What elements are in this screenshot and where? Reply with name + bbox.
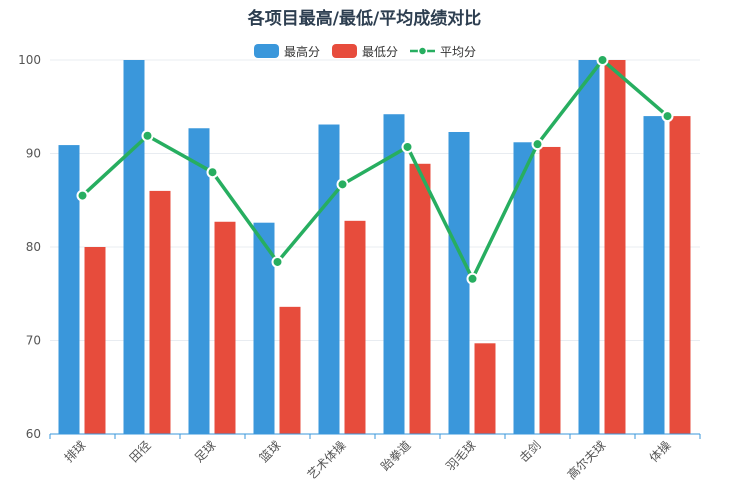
avg-point[interactable] xyxy=(401,140,414,153)
bar-min[interactable] xyxy=(669,116,691,434)
avg-point[interactable] xyxy=(271,255,284,268)
y-tick-label: 90 xyxy=(26,147,41,161)
x-tick-label: 高尔夫球 xyxy=(564,438,609,483)
x-tick-label: 跆拳道 xyxy=(378,438,414,474)
avg-point[interactable] xyxy=(661,110,674,123)
x-tick-label: 体操 xyxy=(646,438,674,466)
avg-point[interactable] xyxy=(466,272,479,285)
bar-max[interactable] xyxy=(383,114,405,434)
x-tick-label: 篮球 xyxy=(256,438,284,466)
bar-min[interactable] xyxy=(409,163,431,434)
x-tick-label: 羽毛球 xyxy=(443,438,478,473)
bar-min[interactable] xyxy=(84,247,106,434)
avg-point[interactable] xyxy=(531,138,544,151)
legend-swatch-min xyxy=(332,44,358,58)
avg-point[interactable] xyxy=(596,54,609,66)
bar-max[interactable] xyxy=(318,124,340,434)
y-tick-label: 70 xyxy=(26,334,41,348)
legend-item-avg[interactable]: 平均分 xyxy=(410,43,476,60)
x-tick-label: 排球 xyxy=(62,438,89,465)
legend-swatch-max xyxy=(254,44,279,58)
bar-min[interactable] xyxy=(344,220,366,434)
bar-min[interactable] xyxy=(214,221,236,434)
legend-label-max: 最高分 xyxy=(284,44,321,59)
x-tick-label: 田径 xyxy=(127,438,154,465)
bar-max[interactable] xyxy=(58,145,80,434)
y-tick-label: 60 xyxy=(26,427,41,441)
x-tick-label: 击剑 xyxy=(516,438,544,466)
legend-label-min: 最低分 xyxy=(362,44,399,59)
legend-swatch-avg xyxy=(410,46,436,56)
bar-min[interactable] xyxy=(149,190,171,434)
bar-max[interactable] xyxy=(643,116,665,434)
avg-point[interactable] xyxy=(76,189,89,202)
bar-max[interactable] xyxy=(448,131,470,434)
bar-min[interactable] xyxy=(279,306,301,434)
legend: 最高分 最低分 平均分 xyxy=(254,42,488,60)
bar-max[interactable] xyxy=(188,128,210,434)
bar-min[interactable] xyxy=(474,343,496,434)
y-tick-label: 100 xyxy=(18,53,41,67)
bar-max[interactable] xyxy=(578,60,600,434)
chart-title: 各项目最高/最低/平均成绩对比 xyxy=(247,9,482,29)
avg-point[interactable] xyxy=(206,166,219,179)
bar-max[interactable] xyxy=(123,60,145,434)
x-tick-label: 足球 xyxy=(192,438,219,465)
bar-max[interactable] xyxy=(253,222,275,434)
bar-min[interactable] xyxy=(539,146,561,434)
bar-max[interactable] xyxy=(513,142,535,434)
avg-line xyxy=(81,58,669,281)
bar-min[interactable] xyxy=(604,60,626,434)
avg-point[interactable] xyxy=(141,129,154,142)
x-tick-label: 艺术体操 xyxy=(304,438,349,483)
legend-item-max[interactable]: 最高分 xyxy=(254,43,320,60)
legend-label-avg: 平均分 xyxy=(440,44,477,59)
y-tick-label: 80 xyxy=(26,240,41,254)
legend-item-min[interactable]: 最低分 xyxy=(332,43,398,60)
avg-point[interactable] xyxy=(336,178,349,191)
